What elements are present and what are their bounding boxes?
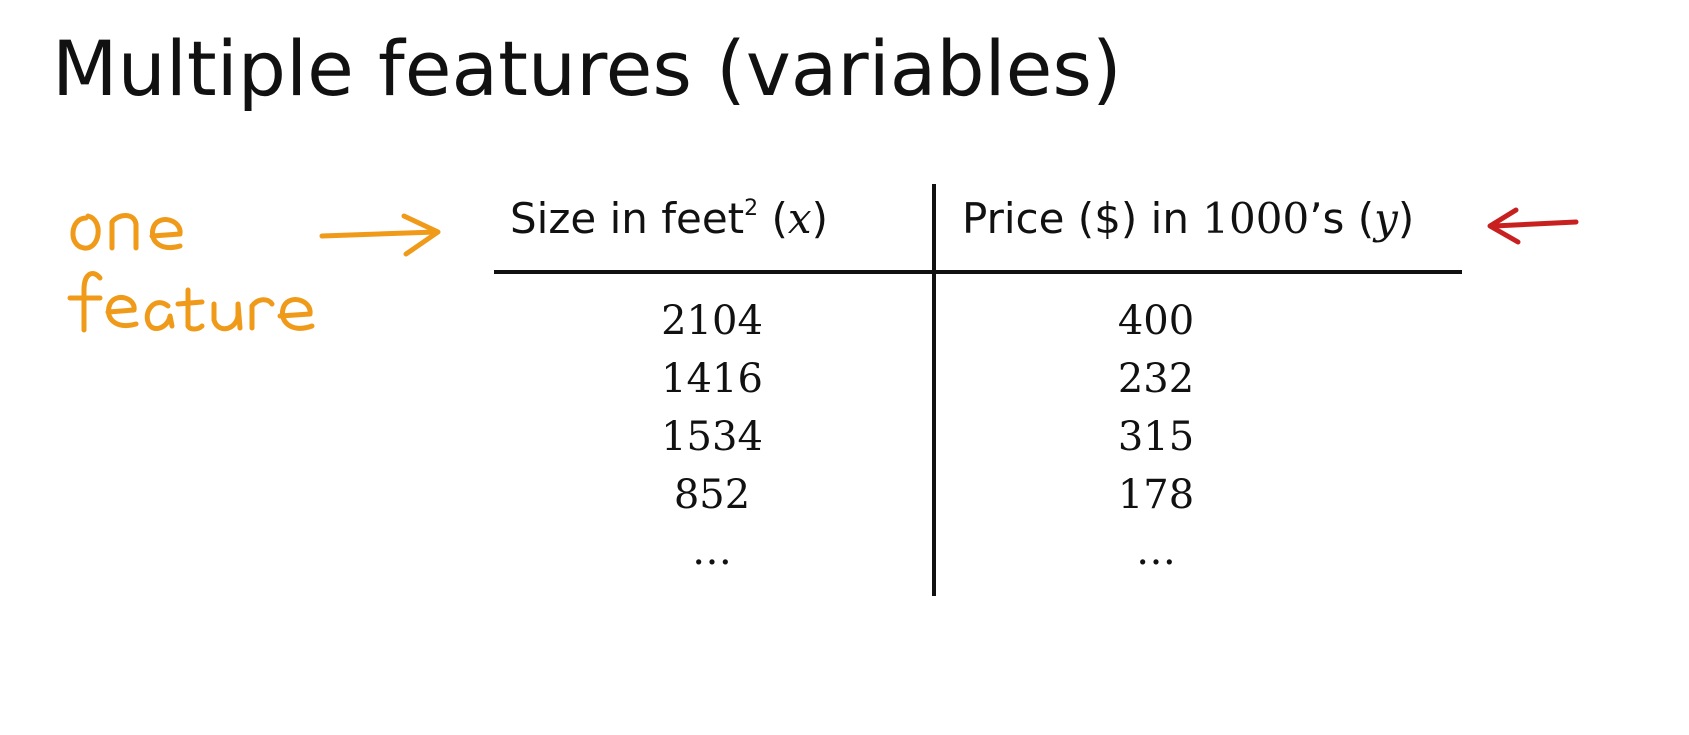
header-price-number: 1000 bbox=[1202, 194, 1310, 243]
cell-price-row2: 232 bbox=[1117, 356, 1195, 402]
cell-price-row3: 315 bbox=[1117, 414, 1195, 460]
header-price-suffix: ’s bbox=[1309, 194, 1345, 243]
header-price: Price ($) in 1000’s (y) bbox=[962, 194, 1415, 243]
cell-price-ellipsis: … bbox=[1136, 528, 1176, 574]
header-size-superscript: 2 bbox=[744, 196, 759, 221]
cell-size-row4: 852 bbox=[673, 472, 751, 518]
header-price-label: Price ($) in bbox=[962, 194, 1203, 243]
header-size-variable: x bbox=[787, 194, 812, 243]
header-price-variable: y bbox=[1374, 194, 1398, 243]
cell-size-ellipsis: … bbox=[692, 528, 732, 574]
table-column-divider bbox=[932, 184, 936, 596]
arrow-left-icon bbox=[1487, 207, 1579, 245]
arrow-right-icon bbox=[319, 213, 441, 257]
handwritten-note-one-feature bbox=[67, 213, 315, 333]
cell-size-row2: 1416 bbox=[661, 356, 763, 402]
cell-price-row4: 178 bbox=[1117, 472, 1195, 518]
table-header-divider bbox=[494, 270, 1462, 274]
header-size-label: Size in feet bbox=[510, 194, 745, 243]
cell-price-row1: 400 bbox=[1117, 298, 1195, 344]
cell-size-row1: 2104 bbox=[661, 298, 763, 344]
header-size: Size in feet2 (x) bbox=[510, 194, 828, 243]
slide-title: Multiple features (variables) bbox=[52, 24, 1122, 113]
cell-size-row3: 1534 bbox=[661, 414, 763, 460]
